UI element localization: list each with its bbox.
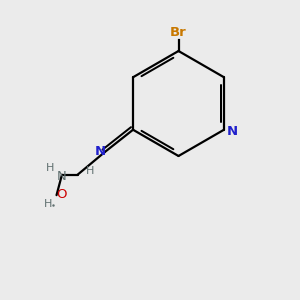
Text: H: H: [46, 163, 55, 173]
Text: N: N: [227, 125, 238, 138]
Text: N: N: [56, 170, 66, 183]
Text: O: O: [57, 188, 67, 201]
Text: Br: Br: [170, 26, 187, 39]
Text: H: H: [44, 199, 52, 208]
Text: H: H: [86, 166, 94, 176]
Text: N: N: [95, 145, 106, 158]
